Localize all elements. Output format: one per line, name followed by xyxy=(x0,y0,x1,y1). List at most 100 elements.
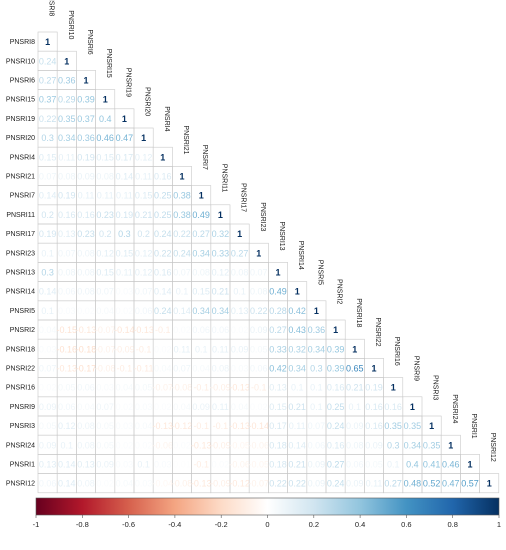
colorbar-tick-label: -0.6 xyxy=(122,520,135,529)
colorbar-tick-label: 0.4 xyxy=(355,520,365,529)
correlation-value: 0.21 xyxy=(346,383,364,393)
correlation-value: 0.3 xyxy=(41,268,54,278)
correlation-value: 0.09 xyxy=(231,344,249,354)
column-label: PNSRI3 xyxy=(432,375,439,400)
column-label: PNSRI21 xyxy=(182,125,189,154)
correlation-value: 0.03 xyxy=(116,287,134,297)
row-label: PNSRI20 xyxy=(6,135,35,142)
correlation-value: 0.08 xyxy=(77,268,95,278)
correlation-value: 0.22 xyxy=(269,479,287,489)
correlation-value: -0.1 xyxy=(193,383,209,393)
correlation-value: -0.05 xyxy=(249,460,270,470)
correlation-value: 0.03 xyxy=(58,306,76,316)
correlation-value: 0.21 xyxy=(288,460,306,470)
correlation-value: 0.03 xyxy=(154,460,172,470)
row-label: PNSRI14 xyxy=(6,289,35,296)
correlation-value: 0.25 xyxy=(327,402,345,412)
row-labels-layer: PNSRI8 PNSRI10 PNSRI6 PNSRI15 PNSRI19 PNSRI20… xyxy=(6,39,35,488)
row-label: PNSRI15 xyxy=(6,97,35,104)
diagonal-value: 1 xyxy=(256,248,261,258)
correlation-value: 0.22 xyxy=(39,114,57,124)
correlation-value: 0.36 xyxy=(58,76,76,86)
correlation-value: 0.11 xyxy=(116,191,133,201)
column-label: PNSRI8 xyxy=(48,0,55,16)
correlation-value: 0.19 xyxy=(77,152,95,162)
correlation-value: 0.14 xyxy=(58,460,76,470)
correlation-value: 0.07 xyxy=(173,268,191,278)
column-label: PNSRI7 xyxy=(201,145,208,170)
correlation-value: 0.42 xyxy=(269,364,287,374)
correlation-value: 0.25 xyxy=(154,191,172,201)
colorbar-legend: -1 -0.8 -0.6 -0.4 -0.2 0 0.2 0.4 0.6 0.8 1 xyxy=(33,497,501,529)
correlation-value: 0.04 xyxy=(154,364,172,374)
correlation-value: 0.4 xyxy=(406,460,419,470)
correlation-value: 0.48 xyxy=(404,479,422,489)
correlation-value: 0.35 xyxy=(58,114,76,124)
correlation-value: 0.39 xyxy=(77,95,95,105)
diagonal-value: 1 xyxy=(179,172,184,182)
correlation-value: 0.04 xyxy=(135,421,153,431)
correlation-value: 0.16 xyxy=(154,172,172,182)
correlation-value: 0.03 xyxy=(116,421,134,431)
correlation-value: 0.14 xyxy=(39,287,57,297)
correlation-value: 0.27 xyxy=(192,229,210,239)
correlation-value: 0.12 xyxy=(135,152,153,162)
correlation-value: 0.19 xyxy=(58,191,76,201)
correlation-value: -0.17 xyxy=(76,364,97,374)
correlation-value: 0.1 xyxy=(195,344,208,354)
correlation-value: -0.12 xyxy=(229,479,250,489)
correlation-value: 0.08 xyxy=(58,268,76,278)
correlation-value: 0.09 xyxy=(308,460,326,470)
diagonal-value: 1 xyxy=(352,344,357,354)
correlation-value: 0.07 xyxy=(39,172,57,182)
correlation-value: 0.18 xyxy=(269,440,287,450)
colorbar-tick-label: 0 xyxy=(265,520,269,529)
correlation-value: 0.23 xyxy=(77,229,95,239)
correlation-value: 0.3 xyxy=(387,440,400,450)
correlation-value: -0.07 xyxy=(153,383,174,393)
correlation-value: 0.32 xyxy=(288,344,306,354)
row-label: PNSRI10 xyxy=(6,58,35,65)
diagonal-value: 1 xyxy=(429,421,434,431)
correlation-value: 0.04 xyxy=(116,383,134,393)
row-label: PNSRI22 xyxy=(6,366,35,373)
correlation-value: -0.04 xyxy=(153,479,174,489)
correlation-value: -0.08 xyxy=(95,364,116,374)
correlation-value: 0.08 xyxy=(77,421,95,431)
correlation-value: 0.07 xyxy=(58,248,76,258)
colorbar-tick-label: 0.2 xyxy=(309,520,319,529)
correlation-value: 0.06 xyxy=(135,306,153,316)
cells-layer: 10.24 10.27 0.36 10.37 0.29 0.39 10.22 0.35 0.37… xyxy=(37,31,500,494)
correlation-value: 0.07 xyxy=(250,268,268,278)
correlation-value: -0.13 xyxy=(229,383,250,393)
row-label: PNSRI16 xyxy=(6,385,35,392)
correlation-value: -0.09 xyxy=(114,344,135,354)
column-label: PNSRI19 xyxy=(124,68,131,97)
correlation-value: 0.1 xyxy=(310,402,323,412)
colorbar-tick-label: -1 xyxy=(33,520,40,529)
correlation-value: -0.14 xyxy=(114,325,135,335)
correlation-value: 0.46 xyxy=(96,133,114,143)
correlation-value: 0.02 xyxy=(173,325,191,335)
correlation-value: 0.06 xyxy=(212,325,230,335)
correlation-value: -0.1 xyxy=(117,364,133,374)
correlation-value: 0.35 xyxy=(423,440,441,450)
correlation-value: 0.16 xyxy=(327,440,345,450)
column-label: PNSRI23 xyxy=(259,202,266,231)
correlation-value: 0.1 xyxy=(387,460,400,470)
correlation-value: -0.06 xyxy=(153,440,174,450)
correlation-value: 0.27 xyxy=(39,76,57,86)
correlation-value: 0.22 xyxy=(250,306,268,316)
diagonal-value: 1 xyxy=(237,229,242,239)
correlation-value: 0.02 xyxy=(250,402,268,412)
correlation-value: -0.12 xyxy=(172,421,193,431)
correlation-value: 0.35 xyxy=(384,421,402,431)
correlation-value: 0.07 xyxy=(96,287,114,297)
correlation-value: 0.08 xyxy=(212,364,230,374)
correlation-value: 0.04 xyxy=(116,479,134,489)
correlation-value: 0.06 xyxy=(250,364,268,374)
correlation-value: 0.09 xyxy=(308,479,326,489)
correlation-value: 0.05 xyxy=(39,421,57,431)
correlation-value: -0.1 xyxy=(251,383,267,393)
correlation-value: 0.02 xyxy=(116,402,134,412)
